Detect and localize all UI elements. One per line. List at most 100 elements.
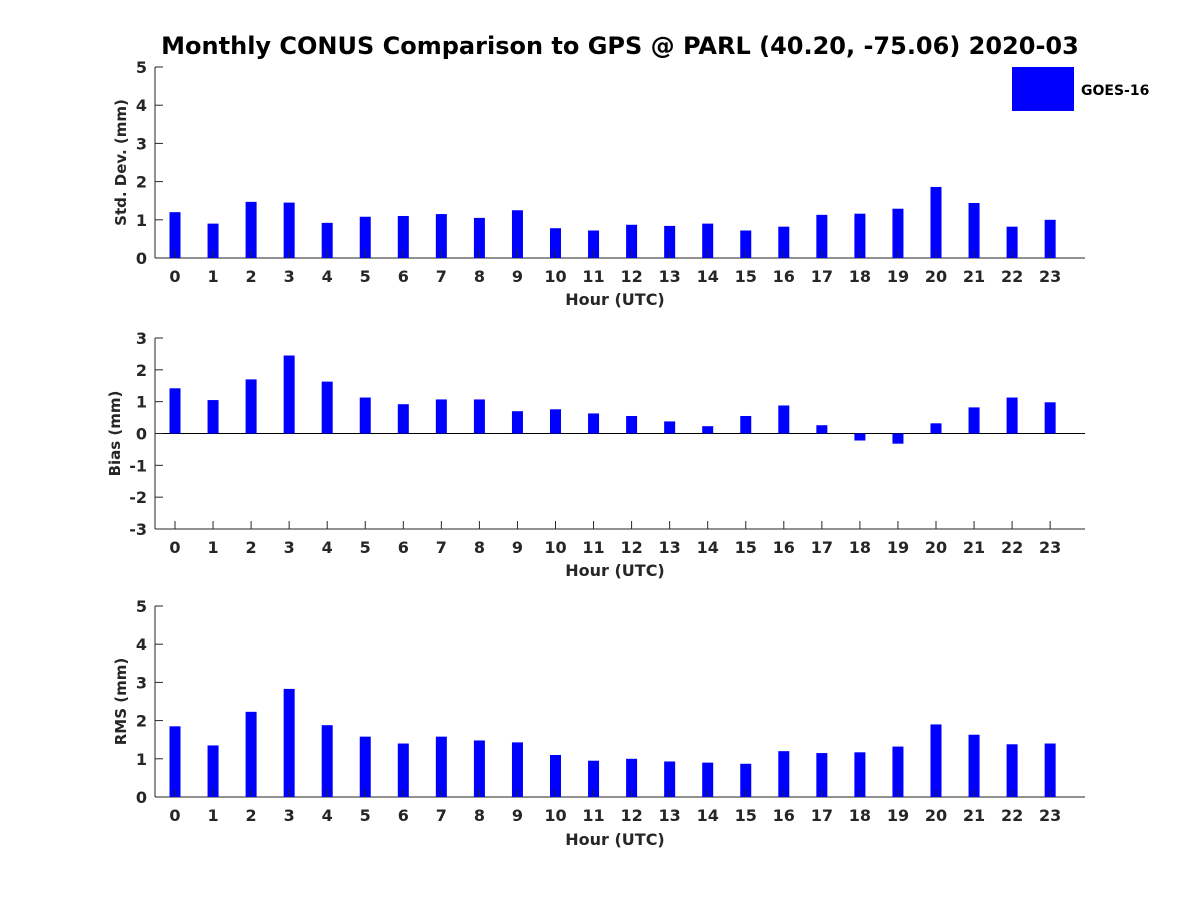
bias-x-tick-label: 7 [436,538,447,557]
bias-x-tick-label: 3 [284,538,295,557]
bias-bar-9 [511,411,523,434]
rms-y-tick-label: 4 [136,635,147,654]
std-dev-x-tick-label: 12 [620,267,642,286]
std-dev-y-tick-label: 3 [136,134,147,153]
rms-x-tick-label: 6 [398,806,409,825]
std-dev-x-tick-label: 20 [925,267,947,286]
rms-x-tick-label: 18 [849,806,871,825]
std-dev-bar-15 [740,230,752,258]
rms-bar-0 [169,726,181,797]
bias-bar-16 [778,405,790,434]
bias-x-tick-label: 9 [512,538,523,557]
std-dev-y-tick-label: 4 [136,96,147,115]
rms-bar-20 [930,724,942,797]
bias-y-tick-label: -1 [129,456,147,475]
std-dev-bar-20 [930,186,942,258]
chart-title: Monthly CONUS Comparison to GPS @ PARL (… [161,32,1079,60]
rms-x-tick-label: 10 [544,806,566,825]
rms-bar-12 [626,758,638,797]
rms-bar-4 [321,725,333,797]
rms-x-tick-label: 13 [659,806,681,825]
bias-bar-7 [435,399,447,434]
std-dev-x-tick-label: 15 [735,267,757,286]
rms-bar-9 [511,742,523,797]
rms-bar-18 [854,752,866,797]
std-dev-bar-16 [778,226,790,258]
std-dev-x-tick-label: 7 [436,267,447,286]
std-dev-bar-19 [892,208,904,258]
std-dev-x-tick-label: 14 [697,267,719,286]
bias-x-tick-label: 12 [620,538,642,557]
bias-x-tick-label: 8 [474,538,485,557]
bias-bar-8 [473,399,485,434]
bias-x-label: Hour (UTC) [565,561,665,580]
rms-bar-11 [588,760,600,797]
rms-x-tick-label: 17 [811,806,833,825]
std-dev-x-tick-label: 8 [474,267,485,286]
rms-x-tick-label: 8 [474,806,485,825]
std-dev-x-tick-label: 2 [246,267,257,286]
bias-bar-23 [1044,402,1056,434]
rms-bar-5 [359,736,371,797]
bias-bar-5 [359,397,371,434]
std-dev-bar-17 [816,214,828,258]
bias-bar-1 [207,400,219,434]
rms-x-tick-label: 14 [697,806,719,825]
rms-x-tick-label: 16 [773,806,795,825]
std-dev-x-tick-label: 1 [207,267,218,286]
bias-y-tick-label: 2 [136,361,147,380]
std-dev-bar-22 [1006,226,1018,258]
bias-bar-2 [245,379,257,434]
bias-bar-15 [740,415,752,434]
std-dev-bar-6 [397,215,409,258]
std-dev-x-tick-label: 3 [284,267,295,286]
std-dev-x-tick-label: 4 [322,267,333,286]
rms-bar-17 [816,753,828,797]
rms-bar-15 [740,763,752,797]
bias-bar-6 [397,404,409,434]
legend: GOES-16 [1012,67,1149,111]
std-dev-bar-5 [359,216,371,258]
std-dev-x-tick-label: 22 [1001,267,1023,286]
std-dev-x-tick-label: 10 [544,267,566,286]
std-dev-bar-13 [664,225,676,258]
bias-x-tick-label: 10 [544,538,566,557]
rms-y-tick-label: 3 [136,673,147,692]
bias-x-tick-label: 11 [582,538,604,557]
rms-bar-22 [1006,744,1018,797]
bias-bar-13 [664,421,676,434]
std-dev-x-tick-label: 6 [398,267,409,286]
bias-x-tick-label: 18 [849,538,871,557]
bias-bar-18 [854,433,866,441]
rms-y-tick-label: 0 [136,788,147,807]
rms-x-tick-label: 11 [582,806,604,825]
std-dev-y-tick-label: 2 [136,173,147,192]
bias-y-tick-label: 3 [136,329,147,348]
std-dev-x-tick-label: 23 [1039,267,1061,286]
bias-x-tick-label: 21 [963,538,985,557]
bias-x-tick-label: 5 [360,538,371,557]
std-dev-x-tick-label: 19 [887,267,909,286]
rms-x-tick-label: 21 [963,806,985,825]
std-dev-bar-21 [968,202,980,258]
std-dev-x-tick-label: 0 [169,267,180,286]
rms-x-tick-label: 19 [887,806,909,825]
bias-bar-14 [702,426,714,434]
std-dev-bar-11 [588,230,600,258]
bias-y-tick-label: -3 [129,520,147,539]
bias-y-tick-label: -2 [129,488,147,507]
rms-bar-6 [397,743,409,797]
std-dev-x-tick-label: 11 [582,267,604,286]
std-dev-bar-3 [283,202,295,258]
bias-x-tick-label: 6 [398,538,409,557]
bias-bar-22 [1006,397,1018,434]
bias-bar-11 [588,413,600,434]
bias-x-tick-label: 15 [735,538,757,557]
std-dev-y-label: Std. Dev. (mm) [112,99,130,226]
rms-x-tick-label: 2 [246,806,257,825]
bias-bar-3 [283,355,295,434]
std-dev-bar-9 [511,210,523,258]
